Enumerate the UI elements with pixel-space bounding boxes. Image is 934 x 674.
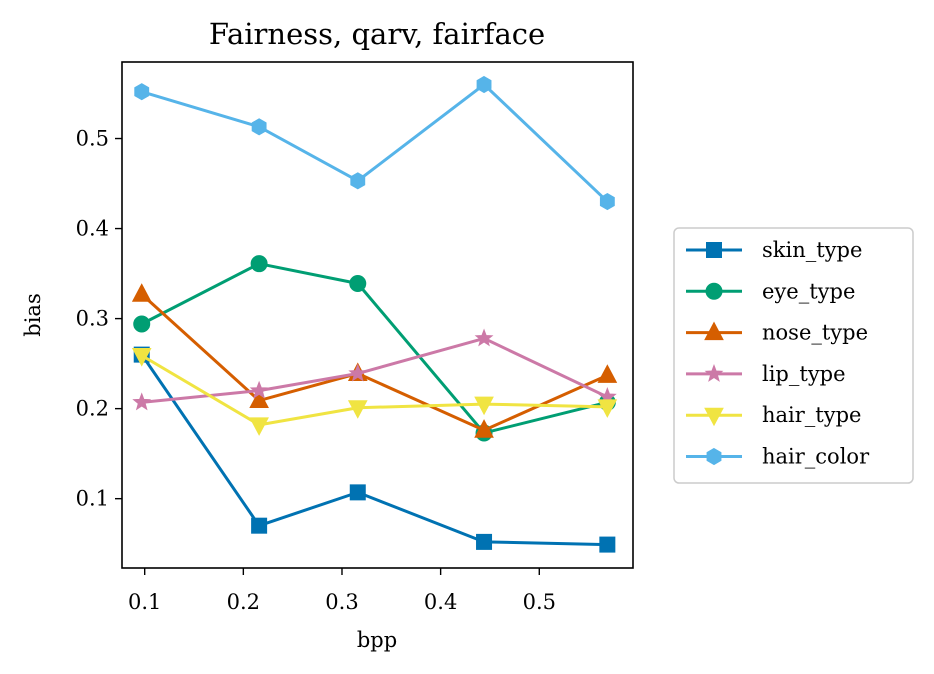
x-axis-label: bpp xyxy=(357,628,397,652)
data-point xyxy=(133,315,151,333)
data-point xyxy=(132,392,152,411)
data-point xyxy=(348,363,368,382)
x-tick-label: 0.3 xyxy=(325,590,358,614)
legend-marker xyxy=(704,363,724,382)
x-axis: 0.1 0.2 0.3 0.4 0.5 xyxy=(128,568,556,614)
data-point xyxy=(474,419,494,438)
data-point xyxy=(349,484,366,501)
x-tick-label: 0.1 xyxy=(128,590,161,614)
y-axis-label: bias xyxy=(21,293,45,336)
legend-label: eye_type xyxy=(762,279,855,303)
data-point xyxy=(251,517,268,534)
series-lip_type xyxy=(132,328,617,411)
x-tick-label: 0.4 xyxy=(424,590,457,614)
chart-title: Fairness, qarv, fairface xyxy=(209,17,545,51)
data-point xyxy=(476,75,492,94)
data-point xyxy=(599,192,615,211)
legend-item: nose_type xyxy=(686,321,868,345)
legend-label: skin_type xyxy=(762,238,862,262)
legend-marker xyxy=(704,321,724,341)
data-point xyxy=(249,389,269,409)
y-tick-label: 0.3 xyxy=(76,307,109,331)
legend-label: hair_type xyxy=(762,403,861,427)
data-point xyxy=(134,83,150,101)
y-tick-label: 0.1 xyxy=(76,487,109,511)
legend-marker xyxy=(704,407,724,427)
y-tick-label: 0.4 xyxy=(76,217,109,241)
data-point xyxy=(349,274,367,292)
legend-label: lip_type xyxy=(762,362,846,386)
legend-marker xyxy=(706,242,722,258)
data-point xyxy=(350,172,366,190)
y-tick-label: 0.2 xyxy=(76,397,109,421)
data-point xyxy=(249,417,269,436)
y-axis: 0.1 0.2 0.3 0.4 0.5 xyxy=(76,127,122,511)
data-point xyxy=(597,364,618,383)
data-point xyxy=(597,399,618,418)
data-point xyxy=(251,118,267,136)
data-point xyxy=(599,536,616,553)
axes-frame xyxy=(121,61,634,569)
data-point xyxy=(474,396,494,416)
data-point xyxy=(476,533,493,550)
legend: skin_type eye_type nose_type lip_type hair_t… xyxy=(673,227,914,484)
x-tick-label: 0.2 xyxy=(227,590,260,614)
plot-area xyxy=(121,61,634,569)
legend-item: lip_type xyxy=(686,362,846,386)
legend-label: hair_color xyxy=(762,445,870,469)
legend-item: eye_type xyxy=(686,279,855,303)
data-point xyxy=(131,283,152,302)
data-point xyxy=(249,380,269,399)
data-point xyxy=(250,255,268,273)
series-hair_type xyxy=(131,348,618,436)
data-point xyxy=(347,400,368,419)
legend-item: hair_type xyxy=(686,403,861,427)
y-tick-label: 0.5 xyxy=(76,127,109,151)
legend-label: nose_type xyxy=(762,321,868,345)
legend-marker xyxy=(705,282,723,300)
legend-item: hair_color xyxy=(686,445,870,469)
series-layer xyxy=(131,75,618,553)
x-tick-label: 0.5 xyxy=(523,590,556,614)
data-point xyxy=(474,328,494,347)
legend-marker xyxy=(706,447,722,466)
legend-item: skin_type xyxy=(686,238,862,262)
data-point xyxy=(131,348,152,367)
series-hair_color xyxy=(134,75,615,211)
